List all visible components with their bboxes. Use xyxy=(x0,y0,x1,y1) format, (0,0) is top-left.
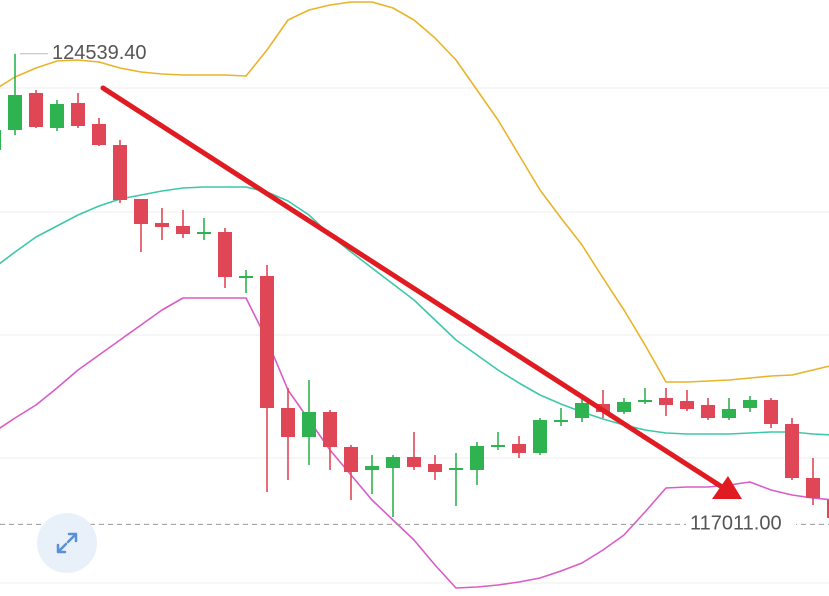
candle-body xyxy=(680,401,694,409)
expand-button[interactable] xyxy=(37,513,97,573)
candle-body xyxy=(365,466,379,470)
low-label-bg xyxy=(686,512,796,537)
annotations: 124539.40 117011.00 xyxy=(0,42,829,537)
candle-body xyxy=(218,232,232,277)
expand-icon xyxy=(56,532,78,554)
candle-body xyxy=(806,478,820,498)
candle-body xyxy=(0,130,1,150)
candle-body xyxy=(701,405,715,418)
candle-body xyxy=(554,420,568,422)
candle-body xyxy=(533,420,547,453)
candle-body xyxy=(575,403,589,418)
candle-body xyxy=(512,444,526,453)
candle-body xyxy=(29,93,43,127)
candle-body xyxy=(617,402,631,412)
candle-body xyxy=(386,457,400,468)
candle-body xyxy=(134,199,148,224)
candle-body xyxy=(302,412,316,437)
candles xyxy=(0,53,829,518)
candle-body xyxy=(260,276,274,408)
candle-body xyxy=(113,145,127,200)
band-line xyxy=(0,1,829,383)
candle-body xyxy=(176,226,190,234)
low-label: 117011.00 xyxy=(690,513,782,535)
candle-body xyxy=(470,446,484,470)
band-line xyxy=(0,297,829,589)
candle-body xyxy=(743,400,757,408)
candle-body xyxy=(407,457,421,467)
trend-arrow xyxy=(100,85,742,499)
expand-button-bg[interactable] xyxy=(37,513,97,573)
candle-body xyxy=(323,412,337,447)
arrow-line xyxy=(100,85,725,490)
candle-body xyxy=(827,500,829,518)
candle-body xyxy=(71,103,85,126)
candle-body xyxy=(155,223,169,227)
candle-body xyxy=(491,445,505,447)
candle-body xyxy=(239,276,253,278)
candle-body xyxy=(449,468,463,470)
candle-body xyxy=(8,95,22,130)
candle-body xyxy=(50,104,64,128)
candle-body xyxy=(344,447,358,472)
candle-body xyxy=(785,424,799,478)
candle-body xyxy=(764,400,778,424)
candle-body xyxy=(197,232,211,234)
arrow-head xyxy=(712,476,742,499)
candle-body xyxy=(428,464,442,472)
candle-body xyxy=(722,409,736,418)
candle-body xyxy=(92,124,106,145)
high-label: 124539.40 xyxy=(52,42,147,64)
candle-body xyxy=(638,400,652,402)
candle-body xyxy=(281,408,295,437)
band-line xyxy=(0,186,829,436)
candle-body xyxy=(659,398,673,405)
